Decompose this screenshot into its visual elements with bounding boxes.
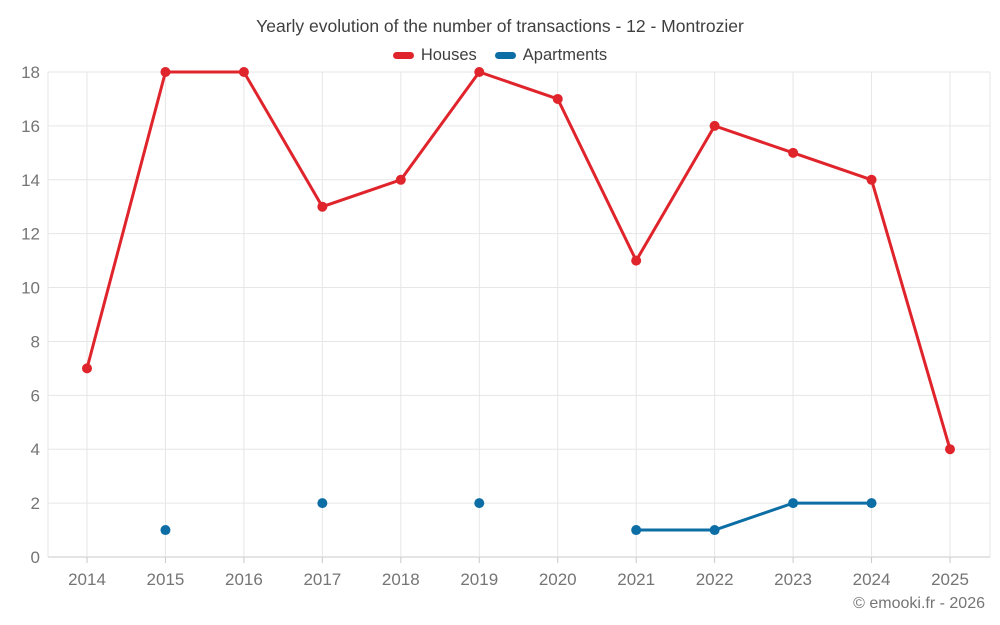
y-axis-tick-label-2: 2 <box>31 494 40 513</box>
houses-legend-marker-icon <box>392 52 414 59</box>
data-point-apartments-2022 <box>709 525 720 536</box>
legend: Houses Apartments <box>0 46 1000 65</box>
data-point-apartments-2021 <box>631 525 642 536</box>
data-point-houses-2021 <box>631 255 642 266</box>
data-point-houses-2014 <box>82 363 92 374</box>
y-axis-tick-label-12: 12 <box>21 225 40 244</box>
data-point-apartments-2019 <box>474 498 485 509</box>
series-line-apartments <box>634 501 874 532</box>
data-point-houses-2020 <box>552 93 563 104</box>
y-axis-tick-label-14: 14 <box>21 171 40 190</box>
data-point-houses-2016 <box>238 67 249 77</box>
legend-item-houses[interactable]: Houses <box>392 46 477 65</box>
x-axis-tick-label-2019: 2019 <box>460 570 498 589</box>
x-axis-tick-label-2024: 2024 <box>853 570 891 589</box>
data-point-houses-2018 <box>395 174 406 185</box>
data-point-houses-2015 <box>160 67 171 77</box>
x-axis-tick-label-2021: 2021 <box>617 570 655 589</box>
data-point-houses-2023 <box>788 147 799 158</box>
y-axis-tick-label-18: 18 <box>21 63 40 82</box>
x-axis-tick-label-2015: 2015 <box>147 570 185 589</box>
x-axis-tick-label-2016: 2016 <box>225 570 263 589</box>
data-point-houses-2019 <box>474 67 485 77</box>
series-line-houses <box>85 70 952 451</box>
chart-title: Yearly evolution of the number of transa… <box>256 16 744 36</box>
y-axis-tick-label-10: 10 <box>21 279 40 298</box>
data-point-houses-2025 <box>945 444 955 455</box>
x-axis-tick-label-2023: 2023 <box>774 570 812 589</box>
y-axis-tick-label-8: 8 <box>31 332 40 351</box>
y-axis-tick-label-6: 6 <box>31 386 40 405</box>
legend-item-apartments[interactable]: Apartments <box>494 46 608 65</box>
y-axis-tick-label-0: 0 <box>31 548 40 567</box>
copyright-credit: © emooki.fr - 2026 <box>853 595 985 612</box>
data-point-houses-2017 <box>317 201 328 212</box>
x-axis-tick-label-2017: 2017 <box>303 570 341 589</box>
x-axis-tick-label-2020: 2020 <box>539 570 577 589</box>
data-point-apartments-2023 <box>788 498 799 509</box>
data-point-apartments-2015 <box>160 525 171 536</box>
y-axis-tick-label-4: 4 <box>31 440 40 459</box>
data-point-houses-2024 <box>866 174 877 185</box>
x-axis-tick-label-2025: 2025 <box>931 570 969 589</box>
data-point-apartments-2024 <box>866 498 877 509</box>
y-axis-tick-label-16: 16 <box>21 117 40 136</box>
x-axis-tick-label-2014: 2014 <box>68 570 106 589</box>
apartments-legend-label: Apartments <box>522 46 608 64</box>
x-axis-tick-label-2022: 2022 <box>696 570 734 589</box>
data-point-houses-2022 <box>709 120 720 131</box>
apartments-legend-marker-icon <box>494 52 516 59</box>
x-axis-tick-label-2018: 2018 <box>382 570 420 589</box>
houses-legend-label: Houses <box>420 46 477 64</box>
data-point-apartments-2017 <box>317 498 328 509</box>
